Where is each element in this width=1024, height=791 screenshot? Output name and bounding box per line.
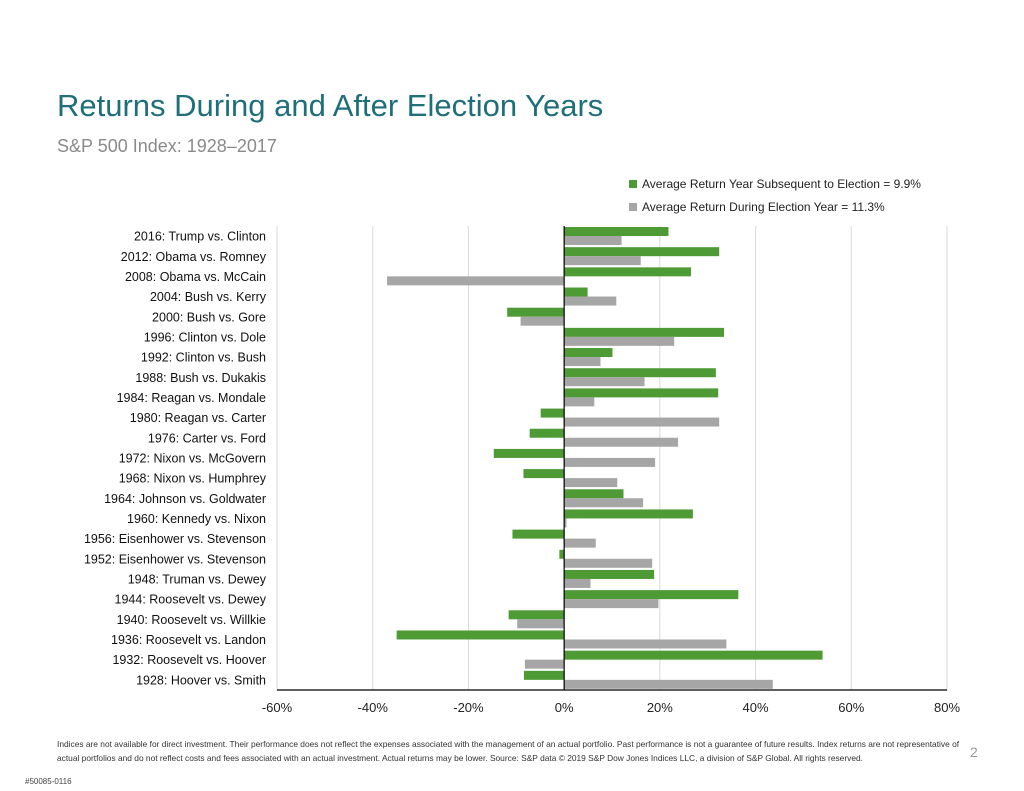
bars: [387, 227, 823, 689]
legend-label: Average Return Year Subsequent to Electi…: [642, 177, 921, 191]
document-code: #50085-0116: [25, 777, 72, 786]
category-label: 1996: Clinton vs. Dole: [144, 330, 266, 344]
category-label: 1960: Kennedy vs. Nixon: [127, 512, 266, 526]
bar-election-year: [387, 276, 565, 286]
grid-lines: [276, 226, 948, 690]
bar-election-year: [564, 336, 675, 346]
category-label: 1964: Johnson vs. Goldwater: [104, 492, 266, 506]
bar-subsequent-year: [564, 509, 693, 519]
bar-subsequent-year: [559, 549, 565, 559]
category-labels: 2016: Trump vs. Clinton 2012: Obama vs. R…: [84, 230, 267, 688]
bar-subsequent-year: [523, 670, 565, 680]
category-label: 1944: Roosevelt vs. Dewey: [115, 593, 267, 607]
bar-election-year: [517, 619, 565, 629]
category-label: 1956: Eisenhower vs. Stevenson: [84, 532, 266, 546]
bar-subsequent-year: [564, 348, 613, 358]
category-label: 1952: Eisenhower vs. Stevenson: [84, 552, 266, 566]
bar-election-year: [564, 377, 645, 387]
bar-election-year: [564, 236, 622, 245]
x-tick-label: 60%: [838, 700, 864, 715]
bar-election-year: [524, 659, 565, 669]
category-label: 2000: Bush vs. Gore: [152, 310, 266, 324]
bar-election-year: [564, 397, 595, 407]
bar-election-year: [564, 296, 617, 306]
category-label: 1948: Truman vs. Dewey: [128, 573, 267, 587]
category-label: 1928: Hoover vs. Smith: [136, 673, 266, 687]
bar-election-year: [564, 578, 591, 588]
category-label: 1936: Roosevelt vs. Landon: [111, 633, 266, 647]
legend-label: Average Return During Election Year = 11…: [642, 200, 885, 214]
x-tick-labels: -60% -40% -20% 0% 20% 40% 60% 80%: [262, 700, 961, 715]
bar-subsequent-year: [564, 368, 716, 378]
category-label: 1940: Roosevelt vs. Willkie: [117, 613, 266, 627]
bar-subsequent-year: [564, 247, 720, 257]
bar-subsequent-year: [564, 287, 588, 297]
bar-subsequent-year: [540, 408, 565, 418]
bar-subsequent-year: [396, 630, 565, 640]
x-tick-label: 0%: [555, 700, 574, 715]
bar-subsequent-year: [523, 469, 565, 479]
category-label: 1932: Roosevelt vs. Hoover: [112, 653, 266, 667]
category-label: 1980: Reagan vs. Carter: [130, 411, 266, 425]
page-number: 2: [970, 744, 978, 760]
bar-election-year: [564, 538, 596, 548]
bar-subsequent-year: [564, 590, 739, 600]
category-label: 1992: Clinton vs. Bush: [141, 351, 266, 365]
category-label: 2016: Trump vs. Clinton: [134, 230, 266, 244]
bar-subsequent-year: [512, 529, 565, 539]
bar-election-year: [564, 518, 567, 528]
category-label: 1984: Reagan vs. Mondale: [117, 391, 266, 405]
bar-election-year: [564, 256, 641, 266]
category-label: 2012: Obama vs. Romney: [121, 250, 267, 264]
disclaimer-text: Indices are not available for direct inv…: [57, 739, 960, 763]
page-title: Returns During and After Election Years: [57, 88, 604, 123]
bar-election-year: [564, 417, 720, 427]
bar-election-year: [564, 639, 727, 649]
bar-subsequent-year: [508, 610, 565, 620]
bar-election-year: [564, 478, 618, 488]
category-label: 1976: Carter vs. Ford: [148, 431, 266, 445]
bar-election-year: [564, 357, 601, 367]
x-tick-label: -60%: [262, 700, 293, 715]
axes: [277, 226, 947, 691]
category-label: 1988: Bush vs. Dukakis: [135, 371, 266, 385]
page-subtitle: S&P 500 Index: 1928–2017: [57, 136, 277, 156]
x-tick-label: 80%: [934, 700, 960, 715]
legend-swatch: [629, 180, 637, 188]
bar-election-year: [520, 316, 565, 326]
category-label: 1972: Nixon vs. McGovern: [119, 452, 266, 466]
bar-subsequent-year: [564, 489, 624, 499]
bar-subsequent-year: [529, 428, 565, 438]
bar-subsequent-year: [493, 448, 565, 458]
x-tick-label: -40%: [358, 700, 389, 715]
bar-subsequent-year: [564, 569, 655, 579]
bar-election-year: [564, 457, 656, 467]
category-label: 2008: Obama vs. McCain: [125, 270, 266, 284]
category-label: 2004: Bush vs. Kerry: [150, 290, 267, 304]
x-tick-label: -20%: [453, 700, 484, 715]
legend: Average Return Year Subsequent to Electi…: [629, 177, 921, 214]
bar-subsequent-year: [564, 650, 823, 660]
bar-election-year: [564, 498, 644, 508]
x-tick-label: 20%: [647, 700, 673, 715]
bar-subsequent-year: [564, 388, 719, 398]
bar-subsequent-year: [507, 307, 565, 317]
bar-election-year: [564, 437, 679, 447]
category-label: 1968: Nixon vs. Humphrey: [119, 472, 267, 486]
bar-election-year: [564, 679, 773, 689]
bar-election-year: [564, 599, 659, 609]
legend-swatch: [629, 203, 637, 211]
bar-subsequent-year: [564, 267, 691, 277]
bar-subsequent-year: [564, 327, 724, 337]
x-tick-label: 40%: [743, 700, 769, 715]
bar-subsequent-year: [564, 227, 669, 236]
bar-election-year: [564, 558, 653, 568]
